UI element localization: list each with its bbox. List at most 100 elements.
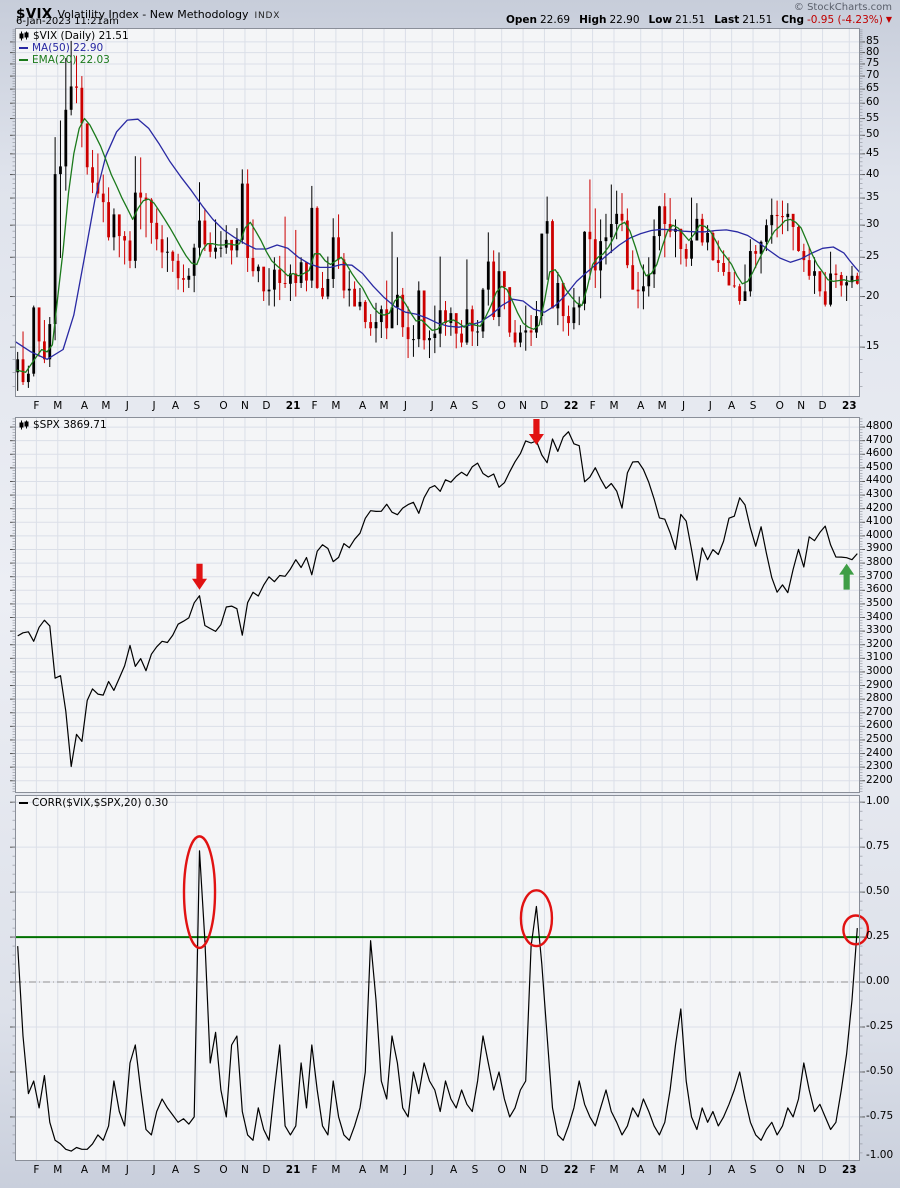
x-axis-label: M <box>657 400 667 412</box>
x-axis-label: M <box>379 1164 389 1176</box>
x-axis-label: 23 <box>841 400 857 412</box>
legend-row-spx: $SPX 3869.71 <box>19 419 107 431</box>
red-circle-annotation <box>182 835 217 950</box>
legend-row-vix: $VIX (Daily) 21.51 <box>19 30 129 42</box>
y-axis-label: 2500 <box>866 732 893 745</box>
symbol: $VIX <box>16 6 53 22</box>
y-axis-label: 1.00 <box>866 795 890 808</box>
x-axis-bottom: F M A M J J A S O N D 21 F M A M J J A S O N D 22 F M A M J J A S O N D 23 <box>15 1161 860 1181</box>
x-axis-label: A <box>728 1164 736 1176</box>
y-axis-label: 0.75 <box>866 840 890 853</box>
y-axis-label: 45 <box>866 146 880 159</box>
x-axis-label: N <box>519 400 527 412</box>
x-axis-label: D <box>818 1164 827 1176</box>
x-axis-label: M <box>609 1164 619 1176</box>
y-axis-label: 4800 <box>866 420 893 433</box>
y-axis-label: 0.00 <box>866 975 890 988</box>
legend-vix: $VIX (Daily) 21.51 MA(50) 22.90 EMA(20) … <box>19 30 129 66</box>
x-axis-label: M <box>53 1164 63 1176</box>
x-axis-label: M <box>101 400 111 412</box>
x-axis-label: O <box>497 400 506 412</box>
x-axis-label: D <box>818 400 827 412</box>
x-axis-label: S <box>193 1164 201 1176</box>
y-axis-label: 4700 <box>866 433 893 446</box>
x-axis-label: A <box>171 1164 180 1176</box>
x-axis-label: A <box>171 400 180 412</box>
chart-datetime: 6-Jan-2023 11:21am <box>16 16 119 27</box>
y-axis-label: 4200 <box>866 501 893 514</box>
x-axis-label: 22 <box>563 400 579 412</box>
x-axis-label: O <box>219 1164 228 1176</box>
x-axis-label: J <box>708 400 712 412</box>
y-axis-label: 4000 <box>866 528 893 541</box>
x-axis-label: S <box>749 400 757 412</box>
panel-1-canvas <box>10 28 865 397</box>
y-axis-label: 4300 <box>866 488 893 501</box>
y-axis-label: 4600 <box>866 447 893 460</box>
x-axis-label: J <box>681 1164 686 1176</box>
ema20-swatch <box>19 59 28 61</box>
x-axis-label: F <box>311 1164 318 1176</box>
x-axis-label: 22 <box>563 1164 579 1176</box>
x-axis-label: J <box>708 1164 712 1176</box>
spx-line <box>17 431 858 768</box>
change-direction-icon: ▼ <box>885 14 892 24</box>
legend-spx: $SPX 3869.71 <box>19 419 107 431</box>
y-axis-label: 15 <box>866 340 880 353</box>
x-axis-label: M <box>53 400 63 412</box>
x-axis-label: D <box>540 400 549 412</box>
legend-spx-label: $SPX 3869.71 <box>33 419 107 431</box>
x-axis-label: N <box>519 1164 527 1176</box>
x-axis-label: A <box>728 400 736 412</box>
x-axis-label: A <box>637 1164 645 1176</box>
x-axis-label: J <box>125 1164 129 1176</box>
x-axis-label: 23 <box>841 1164 857 1176</box>
y-axis-label: 3700 <box>866 569 893 582</box>
y-axis-label: 30 <box>866 218 880 231</box>
y-axis-label: 20 <box>866 289 880 302</box>
x-axis-label: J <box>403 1164 407 1176</box>
chart-type-icon <box>19 420 30 430</box>
y-axis-label: 3500 <box>866 596 893 609</box>
x-axis-label: N <box>797 400 806 412</box>
y-axis-label: 4500 <box>866 460 893 473</box>
x-axis-label: D <box>262 400 271 412</box>
y-axis-label: 55 <box>866 111 880 124</box>
x-axis-label: N <box>797 1164 806 1176</box>
x-axis-label: M <box>101 1164 111 1176</box>
y-axis-label: 0.25 <box>866 930 890 943</box>
y-axis-label: 2300 <box>866 760 893 773</box>
x-axis-label: J <box>152 400 156 412</box>
y-axis-label: 2400 <box>866 746 893 759</box>
x-axis-middle: F M A M J J A S O N D 21 F M A M J J A S O N D 22 F M A M J J A S O N D 23 <box>15 397 860 417</box>
ma50-swatch <box>19 47 28 49</box>
page-title: Volatility Index - New Methodology <box>57 8 249 21</box>
y-axis-label: 3400 <box>866 610 893 623</box>
x-axis-label: S <box>749 1164 757 1176</box>
x-axis-label: M <box>657 1164 667 1176</box>
legend-ema20-label: EMA(20) 22.03 <box>32 54 110 66</box>
exchange-label: INDX <box>254 11 281 21</box>
x-axis-label: O <box>219 400 228 412</box>
quote-open: Open 22.69 <box>505 13 571 26</box>
chart-type-icon <box>19 31 30 41</box>
quote-high: High 22.90 <box>579 13 640 26</box>
x-axis-label: F <box>311 400 318 412</box>
y-axis-label: 25 <box>866 250 880 263</box>
x-axis-label: J <box>125 400 129 412</box>
y-axis-label: 80 <box>866 45 880 58</box>
x-axis-label: O <box>497 1164 506 1176</box>
legend-corr-label: CORR($VIX,$SPX,20) 0.30 <box>32 797 169 809</box>
x-axis-label: N <box>241 1164 249 1176</box>
red-circle-annotation <box>519 889 554 948</box>
y-axis-label: 0.50 <box>866 885 890 898</box>
y-axis-label: 4400 <box>866 474 893 487</box>
x-axis-label: F <box>589 1164 596 1176</box>
x-axis-label: O <box>775 1164 784 1176</box>
y-axis-label: -0.75 <box>866 1109 894 1122</box>
y-axis-label: -0.25 <box>866 1020 894 1032</box>
y-axis-label: -0.50 <box>866 1064 894 1077</box>
legend-row-ema20: EMA(20) 22.03 <box>19 54 129 66</box>
y-axis-label: 70 <box>866 69 880 82</box>
